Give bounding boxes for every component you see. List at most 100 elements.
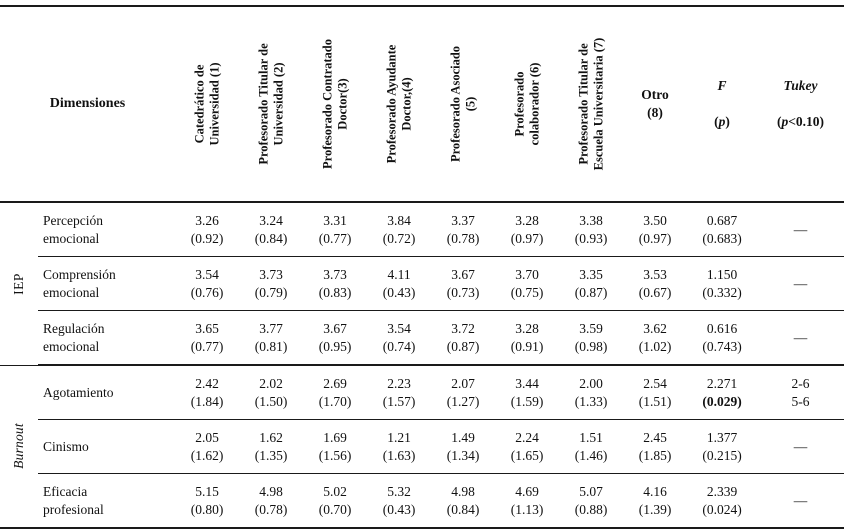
column-header-titular-escuela: Profesorado Titular de Escuela Universit… — [559, 6, 624, 203]
cell-mean-sd: 3.53 (0.67) — [623, 256, 688, 311]
cell-mean-sd: 2.24 (1.65) — [495, 419, 560, 474]
cell-mean-sd: 5.02 (0.70) — [303, 473, 368, 529]
column-header-ayudante-doctor: Profesorado Ayudante Doctor,(4) — [367, 6, 432, 203]
cell-mean-sd: 3.59 (0.98) — [559, 310, 624, 366]
cell-mean-sd: 3.54 (0.74) — [367, 310, 432, 366]
f-value: 1.377 — [706, 429, 738, 445]
f-value: 2.339 — [706, 483, 738, 499]
rotated-group-label: IEP — [11, 272, 27, 295]
table-row-regulacion: Regulación emocional 3.65 (0.77) 3.77 (0… — [0, 310, 844, 366]
cell-mean-sd: 4.16 (1.39) — [623, 473, 688, 529]
cell-mean-sd: 3.35 (0.87) — [559, 256, 624, 311]
p-value: (0.024) — [702, 501, 742, 517]
rotated-label: Catedrático de Universidad (1) — [192, 62, 222, 146]
cell-f-p-significant: 2.271 (0.029) — [687, 365, 758, 420]
cell-f-p: 1.377 (0.215) — [687, 419, 758, 474]
column-header-dimensiones: Dimensiones — [0, 6, 176, 203]
f-value: 0.687 — [706, 212, 738, 228]
threshold: <0.10) — [788, 114, 825, 130]
rotated-label: Profesorado Titular de Universidad (2) — [256, 43, 286, 165]
table-row-cinismo: Cinismo 2.05 (1.62) 1.62 (1.35) 1.69 (1.… — [0, 419, 844, 474]
cell-tukey: — — [757, 473, 844, 529]
cell-f-p: 0.687 (0.683) — [687, 202, 758, 257]
cell-tukey: — — [757, 310, 844, 366]
cell-mean-sd: 5.32 (0.43) — [367, 473, 432, 529]
column-header-tukey: Tukey (p<0.10) — [757, 6, 844, 203]
paren: ( — [714, 114, 719, 130]
cell-tukey: — — [757, 256, 844, 311]
dimension-name: Comprensión emocional — [38, 256, 176, 311]
rotated-label: Profesorado Titular de Escuela Universit… — [576, 37, 606, 171]
column-header-otro: Otro (8) — [623, 6, 688, 203]
rotated-label: Profesorado Asociado (5) — [448, 45, 478, 163]
cell-mean-sd: 3.44 (1.59) — [495, 365, 560, 420]
cell-mean-sd: 2.54 (1.51) — [623, 365, 688, 420]
cell-mean-sd: 2.42 (1.84) — [175, 365, 240, 420]
tukey-label: Tukey — [783, 77, 818, 93]
table-row-comprension: Comprensión emocional 3.54 (0.76) 3.73 (… — [0, 256, 844, 311]
f-p-label: (p) — [687, 113, 757, 131]
cell-mean-sd: 3.67 (0.95) — [303, 310, 368, 366]
rotated-group-label: Burnout — [11, 423, 27, 470]
table-row-eficacia: Eficacia profesional 5.15 (0.80) 4.98 (0… — [0, 473, 844, 529]
cell-tukey: — — [757, 419, 844, 474]
cell-mean-sd: 3.38 (0.93) — [559, 202, 624, 257]
column-header-catedratico: Catedrático de Universidad (1) — [175, 6, 240, 203]
column-header-colaborador: Profesorado colaborador (6) — [495, 6, 560, 203]
cell-mean-sd: 2.02 (1.50) — [239, 365, 304, 420]
cell-mean-sd: 3.73 (0.83) — [303, 256, 368, 311]
dimension-name: Eficacia profesional — [38, 473, 176, 529]
cell-mean-sd: 3.67 (0.73) — [431, 256, 496, 311]
p-var: p — [718, 114, 726, 130]
p-value: (0.332) — [702, 284, 742, 300]
cell-mean-sd: 2.05 (1.62) — [175, 419, 240, 474]
f-value: 2.271 — [706, 375, 738, 391]
column-header-titular-universidad: Profesorado Titular de Universidad (2) — [239, 6, 304, 203]
rotated-label: Profesorado Ayudante Doctor,(4) — [384, 44, 414, 164]
f-value: 0.616 — [706, 320, 738, 336]
cell-mean-sd: 4.69 (1.13) — [495, 473, 560, 529]
cell-mean-sd: 5.07 (0.88) — [559, 473, 624, 529]
rotated-label: Profesorado Contratado Doctor(3) — [320, 39, 350, 169]
paren: ) — [725, 114, 730, 130]
cell-mean-sd: 2.00 (1.33) — [559, 365, 624, 420]
f-value: 1.150 — [706, 266, 738, 282]
p-value-significant: (0.029) — [702, 393, 742, 409]
cell-mean-sd: 3.50 (0.97) — [623, 202, 688, 257]
cell-mean-sd: 4.11 (0.43) — [367, 256, 432, 311]
dimension-name: Regulación emocional — [38, 310, 176, 366]
cell-mean-sd: 2.45 (1.85) — [623, 419, 688, 474]
cell-mean-sd: 3.54 (0.76) — [175, 256, 240, 311]
cell-mean-sd: 2.23 (1.57) — [367, 365, 432, 420]
cell-mean-sd: 3.28 (0.91) — [495, 310, 560, 366]
cell-mean-sd: 3.37 (0.78) — [431, 202, 496, 257]
cell-mean-sd: 4.98 (0.84) — [431, 473, 496, 529]
cell-mean-sd: 3.73 (0.79) — [239, 256, 304, 311]
cell-mean-sd: 3.62 (1.02) — [623, 310, 688, 366]
cell-mean-sd: 3.31 (0.77) — [303, 202, 368, 257]
table-header: Dimensiones Catedrático de Universidad (… — [0, 6, 844, 203]
p-var: p — [781, 114, 789, 130]
paren: ( — [776, 114, 782, 130]
rotated-label: Profesorado colaborador (6) — [512, 62, 542, 146]
dimension-name: Cinismo — [38, 419, 176, 474]
cell-f-p: 0.616 (0.743) — [687, 310, 758, 366]
cell-mean-sd: 3.72 (0.87) — [431, 310, 496, 366]
header-row: Dimensiones Catedrático de Universidad (… — [0, 6, 844, 203]
table-row-agotamiento: Burnout Agotamiento 2.42 (1.84) 2.02 (1.… — [0, 365, 844, 529]
group-label-iep: IEP — [0, 202, 38, 366]
cell-mean-sd: 3.77 (0.81) — [239, 310, 304, 366]
column-header-contratado-doctor: Profesorado Contratado Doctor(3) — [303, 6, 368, 203]
table-row-percepcion: IEP Percepción emocional 3.26 (0.92) 3.2… — [0, 202, 844, 366]
p-value: (0.743) — [702, 338, 742, 354]
cell-mean-sd: 1.62 (1.35) — [239, 419, 304, 474]
cell-mean-sd: 1.69 (1.56) — [303, 419, 368, 474]
cell-mean-sd: 1.49 (1.34) — [431, 419, 496, 474]
cell-mean-sd: 3.24 (0.84) — [239, 202, 304, 257]
group-label-burnout: Burnout — [0, 365, 38, 529]
dimension-name: Agotamiento — [38, 365, 176, 420]
column-header-asociado: Profesorado Asociado (5) — [431, 6, 496, 203]
cell-mean-sd: 3.28 (0.97) — [495, 202, 560, 257]
cell-tukey: — — [757, 202, 844, 257]
